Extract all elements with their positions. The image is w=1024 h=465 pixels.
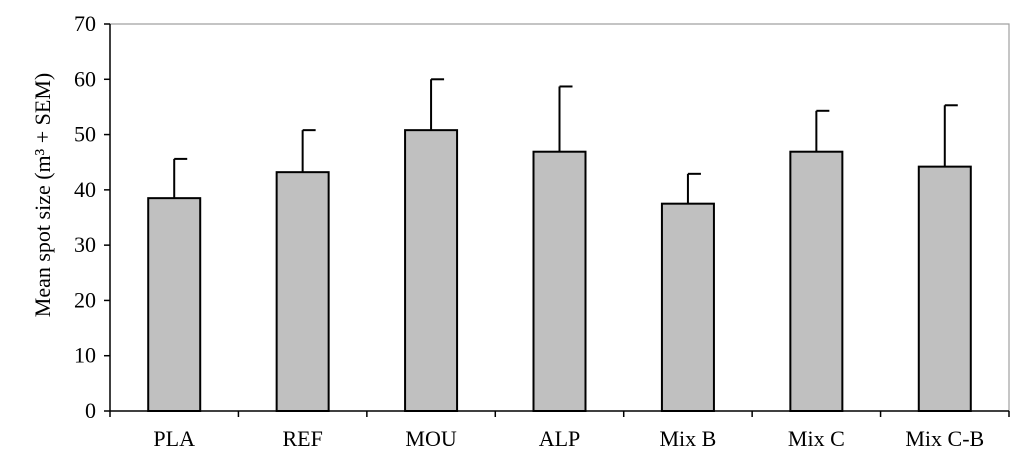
bar-mix-b bbox=[660, 202, 715, 412]
bar-alp bbox=[532, 150, 587, 413]
x-tick-label: REF bbox=[282, 426, 322, 451]
x-tick-label: ALP bbox=[539, 426, 581, 451]
error-bar-alp bbox=[558, 85, 573, 152]
x-tick-label: Mix C bbox=[788, 426, 845, 451]
error-bar-ref bbox=[301, 129, 316, 173]
x-tick-label: Mix B bbox=[659, 426, 716, 451]
plot-frame-group bbox=[110, 23, 1010, 411]
x-tick-label: PLA bbox=[153, 426, 195, 451]
error-bar-mix-c bbox=[815, 109, 830, 152]
x-tick-label: Mix C-B bbox=[905, 426, 984, 451]
axes-group: 0 10 20 30 40 50 60 70 PLA REF MOU ALP Mix B Mix C Mix… bbox=[74, 11, 1010, 451]
y-tick-label: 50 bbox=[74, 122, 96, 147]
plot-border bbox=[110, 23, 1010, 411]
error-bar-mix-b bbox=[686, 172, 701, 204]
y-tick-label: 0 bbox=[85, 398, 96, 423]
bars-group bbox=[147, 129, 972, 413]
error-bar-pla bbox=[173, 157, 188, 199]
y-tick-label: 30 bbox=[74, 232, 96, 257]
x-tick-label: MOU bbox=[405, 426, 456, 451]
bar-ref bbox=[275, 171, 330, 412]
bar-pla bbox=[147, 197, 202, 412]
y-tick-label: 20 bbox=[74, 287, 96, 312]
bar-mix-c bbox=[789, 150, 844, 413]
error-bar-mix-c-b bbox=[943, 104, 958, 167]
y-tick-label: 10 bbox=[74, 343, 96, 368]
y-tick-label: 60 bbox=[74, 66, 96, 91]
bar-mix-c-b bbox=[917, 165, 972, 412]
error-bars-group bbox=[173, 78, 958, 204]
y-axis-title: Mean spot size (m³ + SEM) bbox=[30, 73, 55, 317]
y-tick-label: 40 bbox=[74, 177, 96, 202]
y-tick-label: 70 bbox=[74, 11, 96, 36]
bar-mou bbox=[404, 129, 459, 413]
error-bar-mou bbox=[430, 78, 445, 131]
